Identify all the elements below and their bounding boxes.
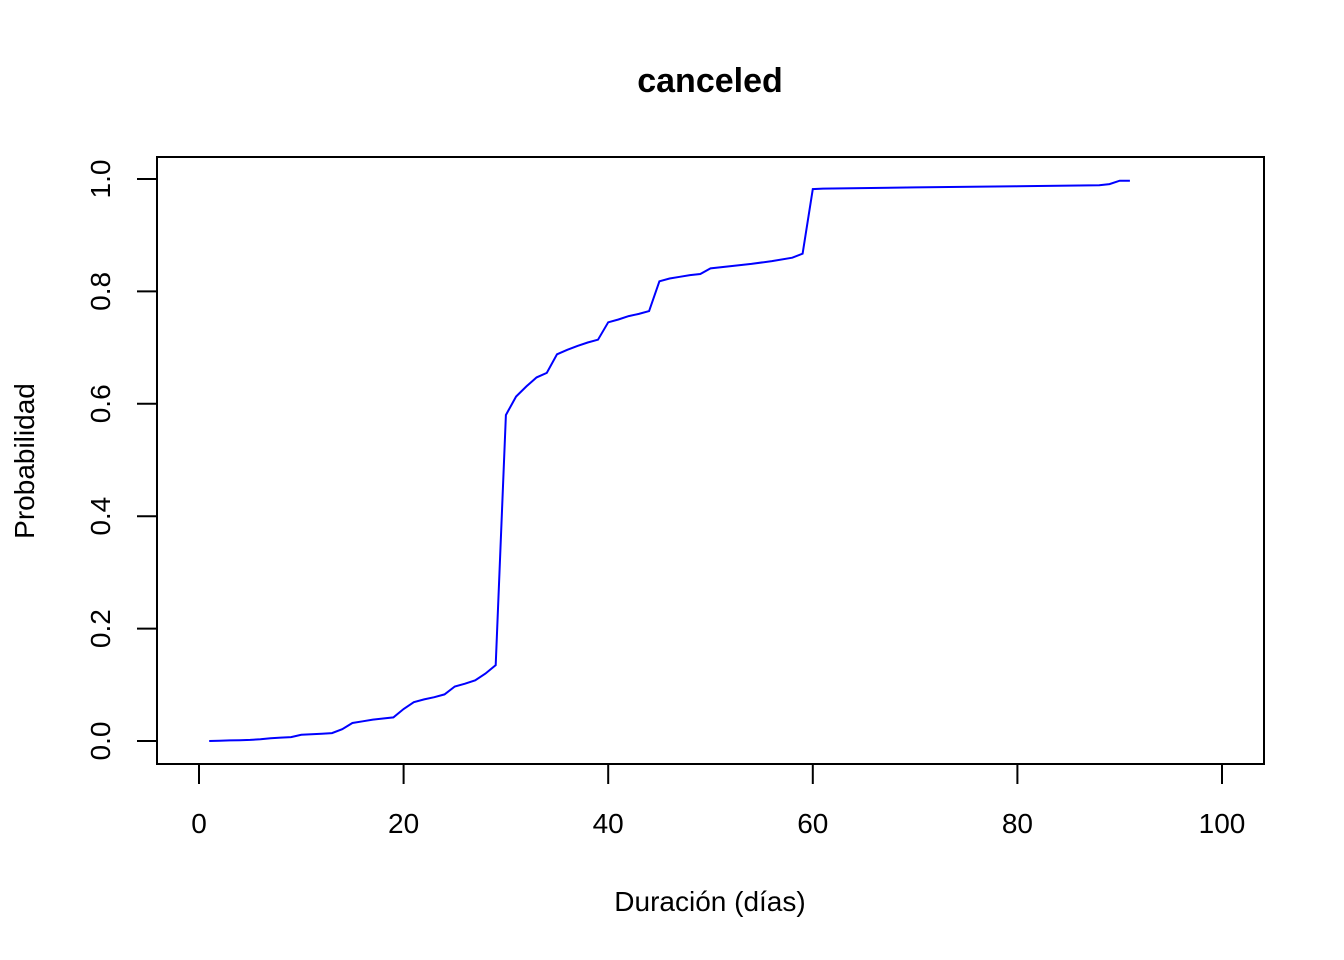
x-tick-label: 60: [797, 808, 828, 839]
y-tick-label: 0.6: [85, 384, 116, 423]
series-line: [209, 179, 1130, 742]
x-tick-label: 80: [1002, 808, 1033, 839]
x-tick-label: 0: [191, 808, 207, 839]
x-tick-label: 20: [388, 808, 419, 839]
x-tick-label: 100: [1199, 808, 1246, 839]
y-tick-label: 0.4: [85, 497, 116, 536]
y-tick-label: 0.2: [85, 609, 116, 648]
x-axis: 0 20 40 60 80 100: [191, 763, 1246, 839]
chart-title: canceled: [637, 62, 783, 100]
y-tick-label: 0.8: [85, 272, 116, 311]
x-tick-label: 40: [593, 808, 624, 839]
y-tick-label: 1.0: [85, 160, 116, 199]
x-axis-label: Duración (días): [614, 886, 805, 917]
y-tick-label: 0.0: [85, 722, 116, 761]
y-axis-label: Probabilidad: [9, 383, 40, 539]
plot-frame: [156, 156, 1265, 765]
y-axis: 0.0 0.2 0.4 0.6 0.8 1.0: [85, 160, 158, 761]
